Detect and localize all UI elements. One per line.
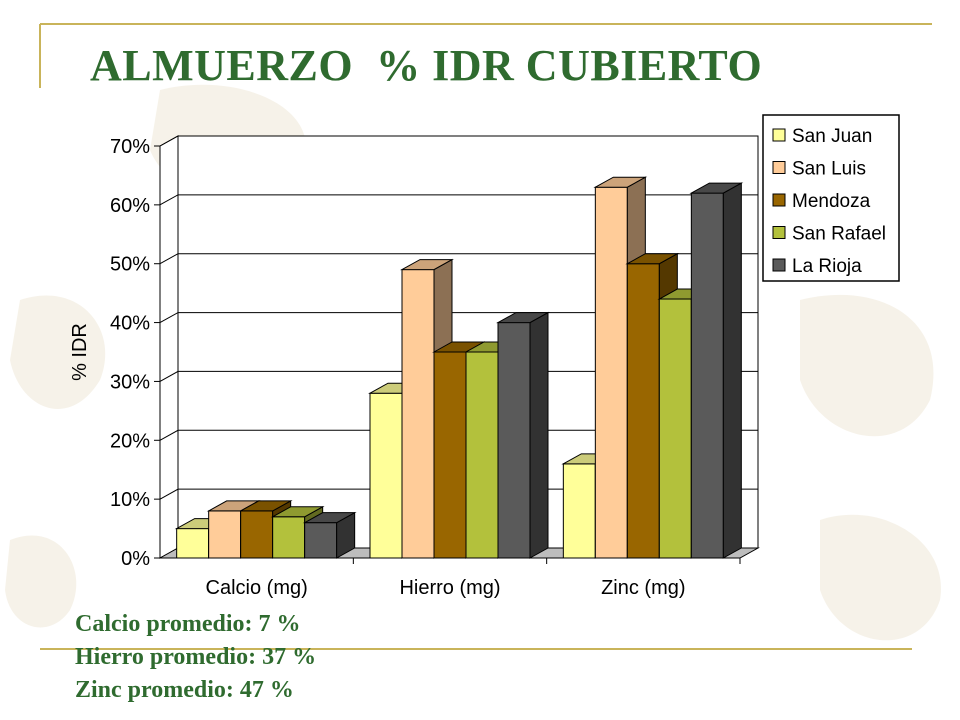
x-tick-label: Calcio (mg): [206, 577, 308, 599]
bar-top: [593, 176, 648, 188]
bar-front: [272, 516, 306, 559]
legend-swatch: [772, 128, 786, 142]
bar-top: [270, 506, 325, 518]
gridline: [159, 312, 758, 324]
gridline: [159, 253, 758, 265]
legend-swatch: [772, 161, 786, 174]
x-tick-label: Zinc (mg): [601, 577, 685, 599]
bar-front: [433, 351, 467, 559]
legend-box: [762, 114, 900, 282]
bar-top: [302, 512, 357, 524]
y-tick-label: 0%: [121, 548, 150, 570]
gridline: [159, 194, 758, 206]
bar-front: [465, 351, 499, 559]
y-tick-label: 30%: [110, 371, 150, 393]
y-tick-label: 50%: [110, 254, 150, 276]
gridline: [159, 370, 758, 382]
bar-side: [722, 182, 742, 559]
bar: [238, 500, 293, 559]
summary-notes: Calcio promedio: 7 % Hierro promedio: 37…: [75, 608, 316, 707]
y-tick-label: 40%: [110, 313, 150, 335]
bar-front: [369, 392, 403, 559]
y-tick-label: 10%: [110, 489, 150, 511]
legend-swatch: [772, 193, 786, 207]
legend-entry: San Luis: [792, 159, 866, 180]
note-calcio: Calcio promedio: 7 %: [75, 611, 301, 637]
legend-entry: San Juan: [792, 126, 872, 147]
y-tick-label: 20%: [110, 430, 150, 452]
bar-front: [562, 463, 596, 559]
y-tick-label: 70%: [110, 136, 150, 158]
bar-front: [658, 298, 692, 559]
gridline: [159, 429, 758, 441]
bar-front: [176, 528, 210, 559]
bar-top: [400, 259, 454, 271]
legend-entry: Mendoza: [792, 191, 871, 212]
bar: [689, 182, 744, 559]
bar-front: [594, 186, 628, 559]
bar-front: [401, 269, 435, 559]
bar-front: [240, 510, 274, 559]
slide-title: ALMUERZO % IDR CUBIERTO: [90, 41, 763, 90]
note-hierro: Hierro promedio: 37 %: [75, 644, 317, 670]
bar-front: [690, 192, 724, 559]
bar-front: [304, 522, 338, 559]
legend-swatch: [772, 258, 786, 272]
legend-entry: San Rafael: [792, 224, 886, 245]
legend-entry: La Rioja: [792, 256, 862, 277]
bar-side: [529, 311, 549, 559]
bar-front: [497, 322, 531, 559]
x-tick-label: Hierro (mg): [399, 577, 500, 599]
bar: [302, 511, 357, 559]
gridline: [159, 135, 758, 147]
y-tick-label: 60%: [110, 195, 150, 217]
bar-top: [238, 500, 293, 512]
y-axis-label: % IDR: [69, 323, 91, 381]
bar-top: [496, 312, 550, 324]
bar-top: [689, 182, 744, 194]
bar-front: [626, 263, 660, 559]
bar-top: [625, 253, 680, 265]
bar-front: [208, 510, 242, 559]
note-zinc: Zinc promedio: 47 %: [75, 677, 294, 703]
bar: [496, 311, 550, 559]
legend-swatch: [772, 226, 786, 239]
